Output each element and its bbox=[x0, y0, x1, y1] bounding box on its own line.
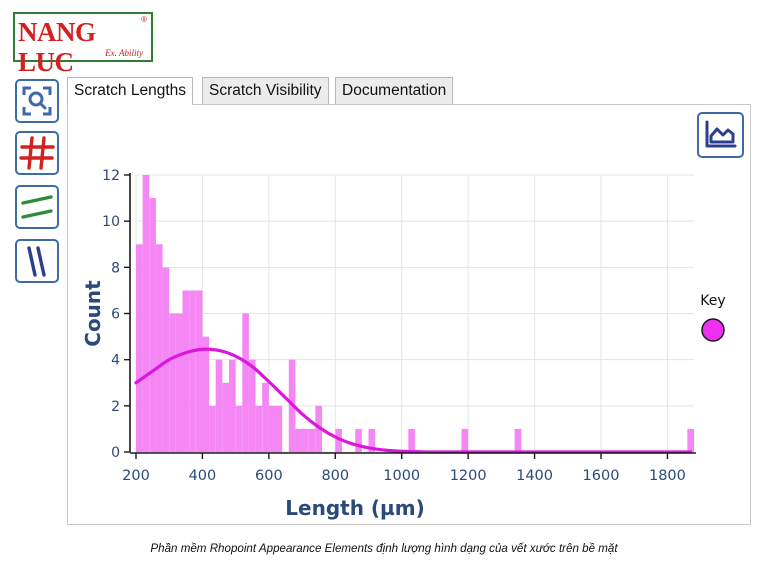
zoom-to-fit-button[interactable] bbox=[15, 79, 59, 123]
grid-toggle-button[interactable] bbox=[15, 131, 59, 175]
tab-scratch-visibility[interactable]: Scratch Visibility bbox=[202, 77, 329, 104]
vertical-scratch-icon bbox=[27, 246, 46, 277]
legend-marker bbox=[701, 318, 725, 342]
histogram-chart: 0 2 4 6 8 10 12 200 400 600 800 1000 1200 1400 1600 180… bbox=[81, 168, 726, 520]
histogram-bar bbox=[262, 382, 269, 452]
area-chart-icon bbox=[705, 120, 737, 148]
histogram-bar bbox=[149, 198, 156, 452]
histogram-bar bbox=[195, 290, 203, 452]
histogram-bar bbox=[302, 428, 309, 452]
y-tick-label: 8 bbox=[111, 260, 120, 276]
histogram-bar bbox=[355, 428, 362, 452]
y-tick-label: 10 bbox=[102, 214, 120, 230]
histogram-bar bbox=[242, 313, 249, 452]
histogram-bar bbox=[209, 405, 216, 452]
y-tick-label: 12 bbox=[102, 168, 120, 184]
x-tick-label: 1600 bbox=[583, 468, 620, 484]
histogram-bar bbox=[182, 290, 190, 452]
histogram-bar bbox=[335, 428, 342, 452]
legend-title: Key bbox=[700, 293, 725, 309]
histogram-bar bbox=[408, 428, 415, 452]
grid-icon bbox=[19, 136, 55, 170]
histogram-bar bbox=[215, 359, 223, 452]
tab-scratch-lengths[interactable]: Scratch Lengths bbox=[67, 77, 194, 105]
histogram-bar bbox=[169, 313, 176, 452]
x-tick-label: 600 bbox=[255, 468, 283, 484]
logo-tagline: Ex. Ability bbox=[105, 48, 143, 58]
x-tick-label: 800 bbox=[321, 468, 349, 484]
x-tick-label: 1800 bbox=[649, 468, 686, 484]
zoom-to-fit-icon bbox=[22, 86, 52, 116]
histogram-bar bbox=[136, 244, 143, 452]
tab-documentation[interactable]: Documentation bbox=[335, 77, 454, 104]
histogram-bar bbox=[189, 290, 196, 452]
histogram-bar bbox=[255, 405, 263, 452]
histogram-bar bbox=[268, 405, 276, 452]
x-tick-label: 200 bbox=[122, 468, 150, 484]
histogram-bar bbox=[248, 359, 256, 452]
histogram-bar bbox=[162, 267, 170, 452]
histogram-bar bbox=[235, 405, 243, 452]
histogram-bar bbox=[155, 244, 163, 452]
histogram-bar bbox=[461, 428, 469, 452]
histogram-bar bbox=[175, 313, 183, 452]
fit-curve bbox=[134, 347, 693, 454]
histogram-bar bbox=[229, 359, 236, 452]
y-tick-label: 6 bbox=[111, 307, 120, 323]
x-tick-label: 1400 bbox=[516, 468, 553, 484]
chart-panel: 0 2 4 6 8 10 12 200 400 600 800 1000 1200 1400 1600 180… bbox=[67, 104, 751, 525]
horizontal-scratch-button[interactable] bbox=[15, 185, 59, 229]
x-tick-label: 1200 bbox=[450, 468, 487, 484]
histogram-bar bbox=[142, 175, 150, 452]
y-tick-label: 4 bbox=[111, 353, 120, 369]
histogram-bar bbox=[295, 428, 303, 452]
registered-mark: ® bbox=[141, 15, 147, 24]
histogram-bar bbox=[514, 428, 522, 452]
histogram-bar bbox=[222, 382, 229, 452]
x-tick-label: 1000 bbox=[383, 468, 420, 484]
vertical-scratch-button[interactable] bbox=[15, 239, 59, 283]
figure-caption: Phần mềm Rhopoint Appearance Elements đị… bbox=[150, 542, 618, 555]
x-tick-label: 400 bbox=[189, 468, 217, 484]
company-logo: NANG LUC ® Ex. Ability bbox=[13, 12, 153, 77]
histogram-bar bbox=[308, 428, 316, 452]
y-axis-title: Count bbox=[81, 280, 105, 347]
histogram-bar bbox=[687, 428, 694, 452]
y-tick-label: 0 bbox=[111, 445, 120, 461]
logo-text: NANG LUC bbox=[18, 17, 96, 77]
histogram-bar bbox=[368, 428, 376, 452]
histogram-bar bbox=[275, 405, 283, 452]
y-tick-label: 2 bbox=[111, 399, 120, 415]
histogram-bar bbox=[202, 336, 210, 452]
horizontal-scratch-icon bbox=[21, 195, 53, 219]
x-axis-title: Length (µm) bbox=[285, 496, 424, 520]
chart-type-button[interactable] bbox=[697, 112, 744, 158]
